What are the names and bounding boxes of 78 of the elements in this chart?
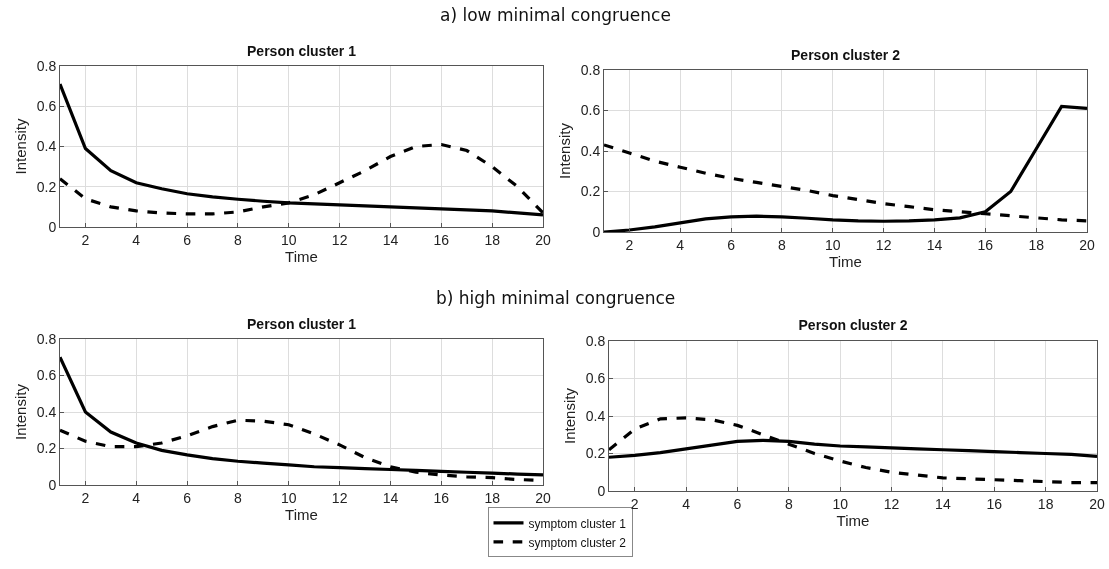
- x-axis-title: Time: [829, 252, 862, 270]
- x-tick-label: 2: [630, 495, 639, 512]
- y-axis-title: Intensity: [11, 383, 29, 440]
- x-tick-label: 12: [883, 495, 900, 512]
- y-tick-label: 0.4: [36, 138, 57, 155]
- x-tick-label: 18: [1037, 495, 1054, 512]
- chart-title: Person cluster 2: [798, 316, 908, 333]
- x-tick-label: 12: [331, 231, 348, 248]
- chart-title: Person cluster 2: [791, 46, 901, 63]
- chart-title: Person cluster 1: [247, 42, 357, 59]
- y-tick-label: 0: [48, 476, 57, 493]
- y-tick-label: 0.2: [580, 183, 601, 200]
- x-axis-title: Time: [285, 247, 318, 265]
- x-tick-label: 18: [484, 231, 501, 248]
- x-axis-title: Time: [285, 505, 318, 523]
- x-tick-label: 20: [535, 489, 551, 506]
- y-tick-label: 0: [48, 218, 57, 235]
- line-series: [604, 104, 1087, 232]
- x-tick-label: 12: [875, 236, 892, 253]
- x-tick-label: 4: [676, 236, 685, 253]
- x-tick-label: 10: [832, 495, 849, 512]
- y-tick-label: 0.6: [36, 367, 57, 384]
- x-tick-label: 8: [778, 236, 787, 253]
- x-tick-label: 6: [183, 231, 192, 248]
- y-axis-title: Intensity: [555, 122, 573, 179]
- x-tick-label: 12: [331, 489, 348, 506]
- y-tick-label: 0.8: [580, 61, 601, 78]
- y-tick-label: 0.8: [36, 330, 57, 347]
- x-tick-label: 10: [281, 489, 297, 506]
- y-tick-label: 0.4: [580, 142, 601, 159]
- x-tick-label: 4: [682, 495, 691, 512]
- y-tick-label: 0.4: [585, 407, 606, 424]
- y-tick-label: 0: [592, 223, 601, 240]
- y-tick-label: 0.6: [580, 102, 601, 119]
- y-tick-label: 0.6: [585, 370, 606, 387]
- x-tick-label: 6: [183, 489, 192, 506]
- y-axis-title: Intensity: [560, 387, 578, 444]
- x-tick-label: 8: [234, 489, 243, 506]
- x-tick-label: 4: [132, 231, 141, 248]
- x-tick-label: 20: [1089, 495, 1105, 512]
- x-tick-label: 8: [234, 231, 243, 248]
- x-axis-title: Time: [836, 511, 870, 529]
- x-tick-label: 16: [986, 495, 1003, 512]
- x-tick-label: 16: [433, 231, 450, 248]
- x-tick-label: 2: [625, 236, 634, 253]
- x-tick-label: 10: [281, 231, 297, 248]
- y-tick-label: 0.8: [36, 57, 57, 74]
- x-tick-label: 14: [382, 489, 399, 506]
- y-tick-label: 0.2: [36, 178, 57, 195]
- x-tick-label: 10: [825, 236, 841, 253]
- text: b) high minimal congruence: [436, 288, 676, 308]
- x-tick-label: 18: [1028, 236, 1045, 253]
- x-tick-label: 6: [727, 236, 736, 253]
- x-tick-label: 4: [132, 489, 141, 506]
- x-tick-label: 8: [784, 495, 793, 512]
- y-tick-label: 0: [597, 482, 606, 499]
- y-tick-label: 0.6: [36, 98, 57, 115]
- legend-label: symptom cluster 2: [528, 535, 627, 550]
- line-series: [609, 416, 1097, 485]
- y-tick-label: 0.2: [36, 440, 57, 457]
- x-tick-label: 20: [1079, 236, 1095, 253]
- x-tick-label: 14: [926, 236, 943, 253]
- x-tick-label: 14: [382, 231, 399, 248]
- x-tick-label: 16: [977, 236, 994, 253]
- x-tick-label: 20: [535, 231, 551, 248]
- x-tick-label: 14: [935, 495, 951, 512]
- y-tick-label: 0.8: [585, 332, 606, 349]
- y-tick-label: 0.4: [36, 403, 57, 420]
- y-tick-label: 0.2: [585, 445, 606, 462]
- x-tick-label: 2: [81, 231, 90, 248]
- chart-title: Person cluster 1: [247, 315, 357, 332]
- x-tick-label: 18: [484, 489, 501, 506]
- legend-label: symptom cluster 1: [528, 516, 627, 531]
- x-tick-label: 16: [433, 489, 450, 506]
- text: a) low minimal congruence: [440, 5, 671, 25]
- x-tick-label: 2: [81, 489, 90, 506]
- x-tick-label: 6: [733, 495, 742, 512]
- y-axis-title: Intensity: [11, 118, 29, 175]
